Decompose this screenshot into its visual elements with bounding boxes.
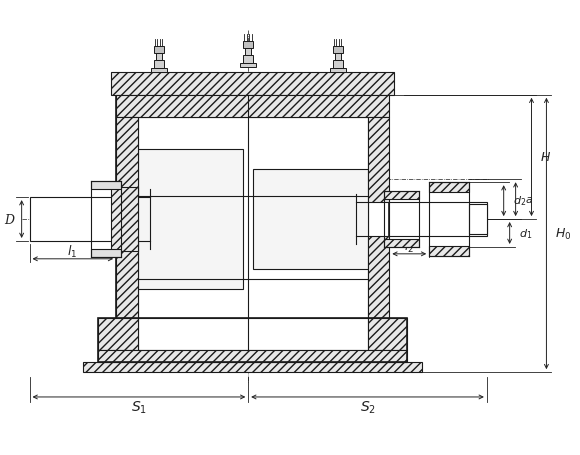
Text: $a$: $a$	[524, 195, 532, 205]
Bar	[429, 246, 469, 256]
Bar	[116, 242, 138, 319]
Bar	[138, 117, 368, 319]
Bar	[91, 182, 121, 190]
Bar	[138, 150, 243, 289]
Bar	[333, 47, 343, 54]
Bar	[333, 61, 343, 69]
Bar	[98, 350, 407, 362]
Text: $l_2$: $l_2$	[404, 238, 414, 254]
Bar	[30, 198, 116, 242]
Bar	[389, 203, 487, 237]
Bar	[98, 319, 138, 350]
Bar	[154, 47, 164, 54]
Bar	[245, 49, 251, 56]
Bar	[385, 239, 419, 248]
Bar	[138, 319, 368, 350]
Bar	[368, 319, 407, 350]
Bar	[253, 170, 368, 269]
Text: $H_0$: $H_0$	[556, 226, 572, 241]
Text: $d_2$: $d_2$	[513, 194, 526, 207]
Bar	[335, 54, 340, 61]
Bar	[111, 73, 394, 96]
Text: $S_2$: $S_2$	[360, 399, 375, 415]
Text: $S_1$: $S_1$	[131, 399, 147, 415]
Bar	[116, 117, 138, 198]
Bar	[151, 69, 167, 73]
Bar	[469, 205, 487, 234]
Text: D: D	[3, 213, 14, 226]
Text: $d_1$: $d_1$	[519, 227, 532, 240]
Bar	[156, 54, 162, 61]
Bar	[385, 192, 419, 200]
Text: $l_1$: $l_1$	[67, 243, 78, 259]
Bar	[84, 362, 422, 372]
Bar	[368, 117, 389, 203]
Text: $H$: $H$	[541, 151, 552, 164]
Bar	[98, 319, 407, 362]
Bar	[116, 96, 389, 319]
Bar	[330, 69, 346, 73]
Bar	[240, 64, 256, 68]
Bar	[91, 249, 121, 257]
Bar	[243, 56, 253, 64]
Bar	[243, 42, 253, 49]
Bar	[368, 237, 389, 319]
Bar	[429, 183, 469, 193]
Bar	[111, 188, 138, 251]
Bar	[116, 96, 389, 117]
Bar	[154, 61, 164, 69]
